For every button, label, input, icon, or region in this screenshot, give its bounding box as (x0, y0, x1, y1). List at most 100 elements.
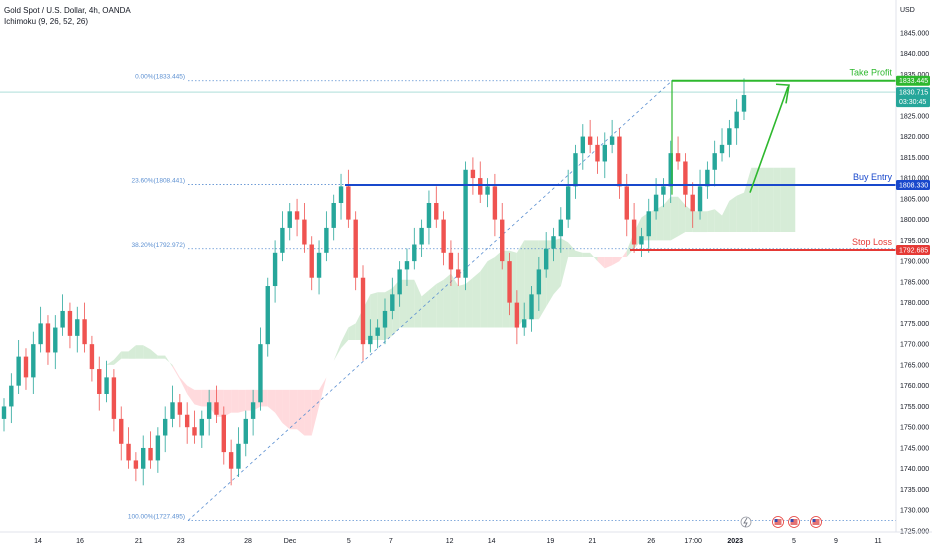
candle (294, 198, 300, 237)
candle-body (162, 418, 168, 436)
candle (104, 360, 109, 403)
candle-body (441, 219, 446, 253)
candle (287, 202, 292, 241)
candle (587, 119, 593, 154)
candle-body (668, 153, 673, 187)
price-tick-label: 1810.000 (900, 176, 929, 183)
candle (631, 202, 637, 253)
candle-body (580, 136, 586, 154)
cloud-segment (179, 377, 188, 394)
candle-body (199, 418, 205, 436)
candle-body (536, 269, 542, 295)
candle-body (675, 153, 681, 162)
price-tick-label: 1820.000 (900, 134, 929, 141)
candle-body (119, 418, 124, 444)
candle (206, 389, 212, 436)
candle (272, 240, 278, 303)
candle (111, 369, 117, 432)
cloud-segment (765, 167, 774, 233)
candle-body (661, 186, 666, 195)
price-tick-label: 1840.000 (900, 51, 929, 58)
price-tick-label: 1765.000 (900, 362, 929, 369)
candle-body (184, 414, 190, 428)
cloud-segment (436, 279, 444, 328)
cloud-segment (494, 250, 503, 328)
price-tick-label: 1790.000 (900, 259, 929, 266)
candle (551, 227, 556, 262)
candle (31, 331, 36, 394)
candle-body (712, 153, 717, 170)
candle (368, 319, 373, 353)
candle (228, 439, 234, 486)
candle-body (141, 447, 146, 469)
price-tick-label: 1785.000 (900, 279, 929, 286)
take-profit-badge (896, 75, 930, 86)
candle (646, 198, 651, 253)
time-tick-label: 28 (244, 538, 252, 545)
candle (126, 427, 131, 469)
candle-body (587, 136, 593, 145)
candle-body (602, 144, 607, 162)
cloud-segment (773, 167, 781, 233)
cloud-segment (172, 364, 180, 380)
candle-body (470, 169, 476, 179)
cloud-segment (744, 167, 752, 233)
candle-body (148, 447, 153, 461)
event-markers (740, 516, 822, 528)
cloud-segment (458, 283, 466, 328)
plot-background (0, 0, 896, 532)
candle (45, 315, 51, 365)
candle-body (302, 219, 307, 245)
candle-body (221, 414, 227, 453)
cloud-segment (780, 167, 788, 233)
cloud-segment (714, 209, 723, 233)
cloud-segment (414, 279, 422, 328)
candle (507, 252, 512, 316)
candle (602, 132, 607, 179)
candle-body (558, 219, 564, 237)
candle-body (82, 319, 87, 345)
candle (133, 452, 139, 482)
indicator-legend: Ichimoku (9, 26, 52, 26) (4, 17, 89, 26)
candle-body (9, 385, 14, 407)
candle (639, 227, 644, 257)
candle (236, 427, 241, 478)
cloud-segment (406, 279, 415, 328)
cloud-segment (560, 238, 569, 287)
candle (360, 265, 366, 361)
candle-body (631, 219, 637, 245)
cloud-segment (282, 389, 290, 430)
cloud-segment (553, 238, 561, 295)
cloud-segment (143, 345, 151, 359)
candle-body (543, 248, 549, 270)
candle (705, 161, 710, 199)
cloud-segment (348, 323, 356, 341)
candle-body (280, 227, 285, 253)
candle (463, 161, 468, 291)
candle (683, 153, 688, 208)
candle (441, 211, 446, 266)
candle-body (360, 277, 366, 345)
price-tick-label: 1825.000 (900, 113, 929, 120)
cloud-segment (656, 205, 664, 241)
price-tick-label: 1735.000 (900, 487, 929, 494)
candle (734, 99, 739, 145)
candle (60, 294, 65, 336)
price-axis: 1725.0001730.0001735.0001740.0001745.000… (895, 0, 930, 536)
candle (38, 306, 43, 353)
time-tick-label: 16 (76, 538, 84, 545)
cloud-segment (121, 351, 129, 359)
arrow-head (775, 83, 790, 104)
candle (353, 211, 358, 291)
candle (521, 302, 527, 336)
candle (243, 410, 248, 457)
candle (221, 406, 227, 465)
candle (448, 240, 454, 287)
candle (324, 211, 329, 262)
candle-body (404, 261, 410, 270)
cloud-segment (106, 359, 114, 365)
lightning-icon-glyph (743, 517, 748, 528)
candle (382, 298, 388, 345)
